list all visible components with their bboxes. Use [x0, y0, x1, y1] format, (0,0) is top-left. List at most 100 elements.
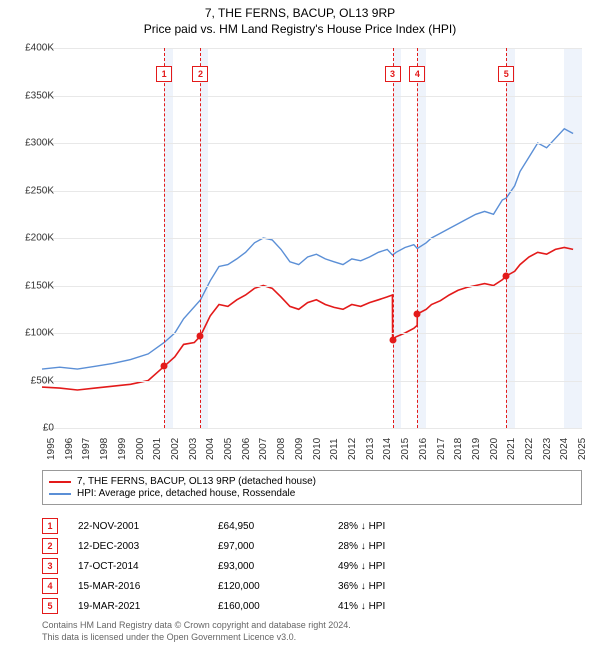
table-pct: 49% ↓ HPI	[338, 561, 458, 572]
x-axis-label: 2014	[382, 438, 393, 460]
x-axis-label: 2016	[418, 438, 429, 460]
x-axis-label: 2010	[312, 438, 323, 460]
x-axis-label: 2005	[223, 438, 234, 460]
x-axis-label: 2024	[559, 438, 570, 460]
footer-attribution: Contains HM Land Registry data © Crown c…	[42, 620, 351, 643]
x-axis-label: 2004	[205, 438, 216, 460]
table-pct: 36% ↓ HPI	[338, 581, 458, 592]
x-axis-label: 2022	[524, 438, 535, 460]
sale-dot	[197, 332, 204, 339]
gridline-h	[42, 428, 582, 429]
chart-subtitle: Price paid vs. HM Land Registry's House …	[0, 22, 600, 36]
x-axis-label: 2001	[152, 438, 163, 460]
y-axis-label: £50K	[4, 375, 54, 386]
table-price: £120,000	[218, 581, 338, 592]
gridline-h	[42, 286, 582, 287]
gridline-h	[42, 333, 582, 334]
marker-line	[164, 48, 165, 428]
x-axis-label: 2000	[135, 438, 146, 460]
marker-line	[393, 48, 394, 428]
table-row: 1 22-NOV-2001£64,95028% ↓ HPI	[42, 516, 582, 536]
marker-line	[200, 48, 201, 428]
table-price: £160,000	[218, 601, 338, 612]
marker-line	[506, 48, 507, 428]
legend-label: HPI: Average price, detached house, Ross…	[77, 488, 295, 499]
y-axis-label: £0	[4, 423, 54, 434]
x-axis-label: 1995	[46, 438, 57, 460]
x-axis-label: 1999	[117, 438, 128, 460]
marker-label-box: 5	[498, 66, 514, 82]
y-axis-label: £250K	[4, 185, 54, 196]
gridline-h	[42, 96, 582, 97]
x-axis-label: 2007	[258, 438, 269, 460]
table-marker: 1	[42, 518, 58, 534]
x-axis-label: 2008	[276, 438, 287, 460]
table-date: 15-MAR-2016	[78, 581, 218, 592]
y-axis-label: £300K	[4, 138, 54, 149]
chart-title: 7, THE FERNS, BACUP, OL13 9RP	[0, 6, 600, 20]
y-axis-label: £200K	[4, 233, 54, 244]
table-marker: 3	[42, 558, 58, 574]
table-date: 22-NOV-2001	[78, 521, 218, 532]
x-axis-label: 2012	[347, 438, 358, 460]
x-axis-label: 2019	[471, 438, 482, 460]
sale-dot	[503, 273, 510, 280]
footer-line1: Contains HM Land Registry data © Crown c…	[42, 620, 351, 632]
marker-line	[417, 48, 418, 428]
x-axis-label: 2015	[400, 438, 411, 460]
x-axis-label: 2009	[294, 438, 305, 460]
gridline-h	[42, 238, 582, 239]
x-axis-label: 2018	[453, 438, 464, 460]
table-marker: 4	[42, 578, 58, 594]
table-pct: 28% ↓ HPI	[338, 521, 458, 532]
table-marker: 5	[42, 598, 58, 614]
x-axis-label: 1996	[64, 438, 75, 460]
marker-label-box: 2	[192, 66, 208, 82]
table-row: 5 19-MAR-2021£160,00041% ↓ HPI	[42, 596, 582, 616]
marker-label-box: 1	[156, 66, 172, 82]
legend-swatch	[49, 481, 71, 483]
table-price: £64,950	[218, 521, 338, 532]
x-axis-label: 2003	[188, 438, 199, 460]
x-axis-label: 1998	[99, 438, 110, 460]
table-date: 19-MAR-2021	[78, 601, 218, 612]
table-price: £93,000	[218, 561, 338, 572]
table-pct: 41% ↓ HPI	[338, 601, 458, 612]
legend-swatch	[49, 493, 71, 495]
y-axis-label: £400K	[4, 43, 54, 54]
gridline-h	[42, 381, 582, 382]
x-axis-label: 2013	[365, 438, 376, 460]
footer-line2: This data is licensed under the Open Gov…	[42, 632, 351, 644]
x-axis-label: 2020	[489, 438, 500, 460]
y-axis-label: £350K	[4, 90, 54, 101]
table-pct: 28% ↓ HPI	[338, 541, 458, 552]
y-axis-label: £100K	[4, 328, 54, 339]
gridline-h	[42, 143, 582, 144]
sale-dot	[161, 363, 168, 370]
x-axis-label: 2011	[329, 438, 340, 460]
x-axis-label: 2021	[506, 438, 517, 460]
x-axis-label: 2002	[170, 438, 181, 460]
table-marker: 2	[42, 538, 58, 554]
table-row: 2 12-DEC-2003£97,00028% ↓ HPI	[42, 536, 582, 556]
y-axis-label: £150K	[4, 280, 54, 291]
table-row: 3 17-OCT-2014£93,00049% ↓ HPI	[42, 556, 582, 576]
chart-plot-area: 1 2 34 5	[42, 48, 582, 428]
x-axis-label: 1997	[81, 438, 92, 460]
ferns-line	[42, 248, 573, 391]
marker-label-box: 3	[385, 66, 401, 82]
table-price: £97,000	[218, 541, 338, 552]
marker-label-box: 4	[409, 66, 425, 82]
x-axis-label: 2023	[542, 438, 553, 460]
gridline-h	[42, 191, 582, 192]
sales-table: 1 22-NOV-2001£64,95028% ↓ HPI 2 12-DEC-2003…	[42, 516, 582, 616]
table-date: 17-OCT-2014	[78, 561, 218, 572]
sale-dot	[414, 311, 421, 318]
gridline-h	[42, 48, 582, 49]
x-axis-label: 2006	[241, 438, 252, 460]
sale-dot	[389, 336, 396, 343]
legend-row: HPI: Average price, detached house, Ross…	[49, 488, 575, 499]
table-row: 4 15-MAR-2016£120,00036% ↓ HPI	[42, 576, 582, 596]
x-axis-label: 2025	[577, 438, 588, 460]
table-date: 12-DEC-2003	[78, 541, 218, 552]
